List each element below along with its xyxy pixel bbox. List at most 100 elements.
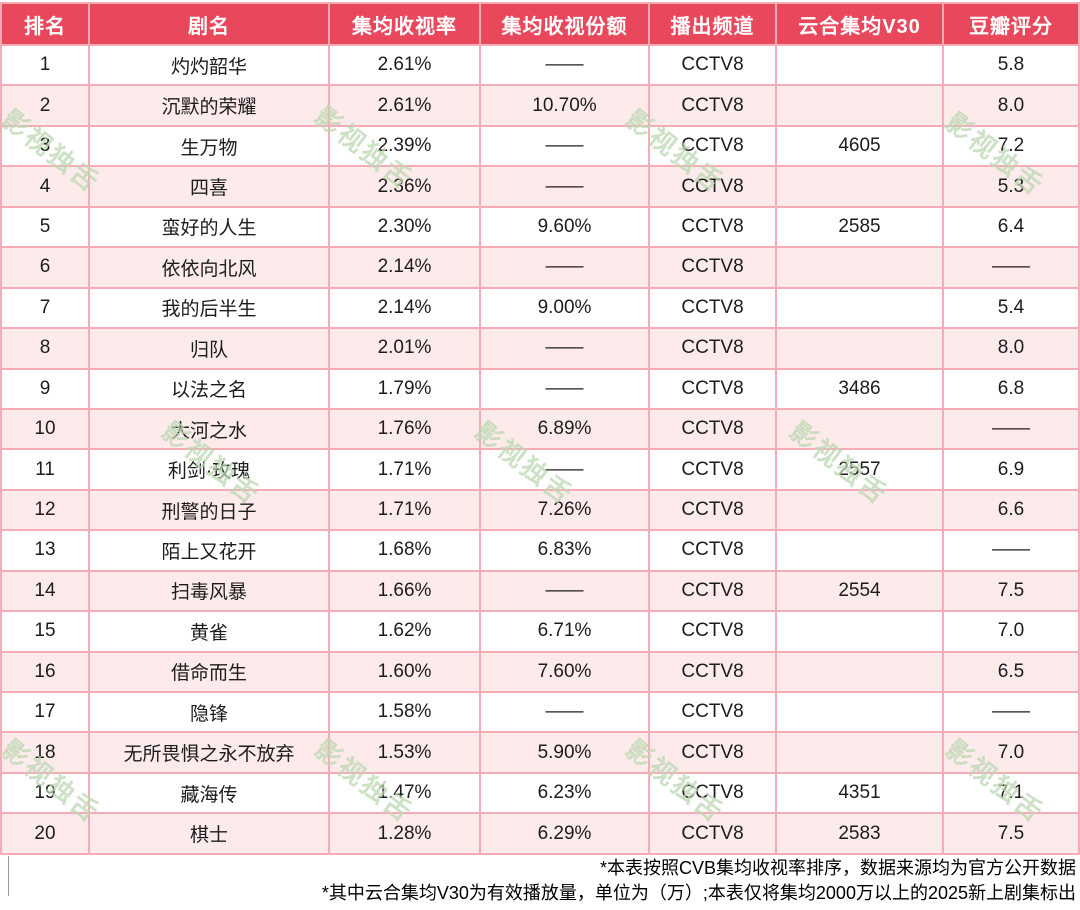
cell-rating: 1.62% — [330, 612, 479, 651]
cell-title: 依依向北风 — [90, 248, 328, 287]
cell-rating: 2.61% — [330, 86, 479, 125]
cell-rank: 6 — [2, 248, 88, 287]
cell-v30 — [777, 248, 942, 287]
cell-share: —— — [481, 46, 648, 85]
cell-v30 — [777, 86, 942, 125]
cell-rank: 13 — [2, 531, 88, 570]
cell-douban: 6.9 — [944, 450, 1078, 489]
cell-v30 — [777, 46, 942, 85]
cell-douban: 7.0 — [944, 612, 1078, 651]
cell-share: 7.60% — [481, 652, 648, 691]
cell-rating: 2.14% — [330, 248, 479, 287]
cell-v30: 4351 — [777, 773, 942, 813]
cell-rank: 11 — [2, 450, 88, 489]
cell-rating: 2.14% — [330, 288, 479, 328]
cell-rating: 1.66% — [330, 571, 479, 611]
cell-rank: 4 — [2, 167, 88, 206]
cell-rank: 9 — [2, 369, 88, 408]
cell-title: 蛮好的人生 — [90, 207, 328, 247]
footer-note-2: *其中云合集均V30为有效播放量，单位为（万）;本表仅将集均2000万以上的20… — [321, 883, 1076, 903]
column-header-title: 剧名 — [90, 4, 328, 44]
cell-douban: —— — [944, 693, 1078, 732]
cell-title: 借命而生 — [90, 652, 328, 691]
cell-title: 灼灼韶华 — [90, 46, 328, 85]
cell-v30: 2583 — [777, 814, 942, 853]
cell-title: 沉默的荣耀 — [90, 86, 328, 125]
cell-rating: 1.71% — [330, 490, 479, 530]
cell-v30: 2557 — [777, 450, 942, 489]
cell-rank: 12 — [2, 490, 88, 530]
cell-share: —— — [481, 450, 648, 489]
cell-title: 刑警的日子 — [90, 490, 328, 530]
cell-v30 — [777, 733, 942, 772]
cell-title: 生万物 — [90, 126, 328, 166]
cell-channel: CCTV8 — [650, 167, 775, 206]
cell-douban: —— — [944, 409, 1078, 449]
cell-channel: CCTV8 — [650, 329, 775, 368]
cell-v30: 4605 — [777, 126, 942, 166]
cell-rank: 20 — [2, 814, 88, 853]
cell-rank: 5 — [2, 207, 88, 247]
cell-rating: 1.58% — [330, 693, 479, 732]
cell-rating: 1.68% — [330, 531, 479, 570]
cell-rank: 14 — [2, 571, 88, 611]
cell-v30 — [777, 167, 942, 206]
cell-title: 归队 — [90, 329, 328, 368]
grid-line-artifact — [8, 856, 9, 896]
cell-share: —— — [481, 167, 648, 206]
cell-v30 — [777, 329, 942, 368]
cell-title: 无所畏惧之永不放弃 — [90, 733, 328, 772]
cell-share: 7.26% — [481, 490, 648, 530]
cell-rating: 1.53% — [330, 733, 479, 772]
cell-douban: 8.0 — [944, 86, 1078, 125]
cell-v30 — [777, 652, 942, 691]
cell-v30 — [777, 531, 942, 570]
cell-douban: 7.2 — [944, 126, 1078, 166]
cell-share: —— — [481, 369, 648, 408]
cell-title: 隐锋 — [90, 693, 328, 732]
cell-douban: 7.0 — [944, 733, 1078, 772]
column-header-share: 集均收视份额 — [481, 4, 648, 44]
cell-rank: 8 — [2, 329, 88, 368]
cell-title: 利剑·玫瑰 — [90, 450, 328, 489]
cell-rating: 1.28% — [330, 814, 479, 853]
cell-v30: 3486 — [777, 369, 942, 408]
cell-channel: CCTV8 — [650, 409, 775, 449]
cell-channel: CCTV8 — [650, 288, 775, 328]
cell-rating: 2.61% — [330, 46, 479, 85]
footer-note-1: *本表按照CVB集均收视率排序，数据来源均为官方公开数据 — [599, 858, 1076, 878]
cell-channel: CCTV8 — [650, 126, 775, 166]
cell-share: 5.90% — [481, 733, 648, 772]
cell-rating: 2.36% — [330, 167, 479, 206]
cell-v30: 2554 — [777, 571, 942, 611]
cell-channel: CCTV8 — [650, 531, 775, 570]
cell-v30 — [777, 612, 942, 651]
cell-douban: 7.5 — [944, 571, 1078, 611]
cell-share: 9.60% — [481, 207, 648, 247]
cell-title: 藏海传 — [90, 773, 328, 813]
cell-share: —— — [481, 693, 648, 732]
cell-title: 四喜 — [90, 167, 328, 206]
cell-share: 6.71% — [481, 612, 648, 651]
column-header-v30: 云合集均V30 — [777, 4, 942, 44]
cell-douban: 7.5 — [944, 814, 1078, 853]
cell-share: —— — [481, 329, 648, 368]
cell-share: 6.23% — [481, 773, 648, 813]
cell-rank: 10 — [2, 409, 88, 449]
cell-channel: CCTV8 — [650, 450, 775, 489]
cell-rating: 1.47% — [330, 773, 479, 813]
cell-douban: 8.0 — [944, 329, 1078, 368]
cell-share: 6.83% — [481, 531, 648, 570]
cell-channel: CCTV8 — [650, 248, 775, 287]
footer-notes: *本表按照CVB集均收视率排序，数据来源均为官方公开数据 *其中云合集均V30为… — [322, 856, 1076, 906]
cell-douban: 6.6 — [944, 490, 1078, 530]
cell-channel: CCTV8 — [650, 773, 775, 813]
cell-v30: 2585 — [777, 207, 942, 247]
cell-v30 — [777, 409, 942, 449]
cell-channel: CCTV8 — [650, 490, 775, 530]
cell-douban: 6.5 — [944, 652, 1078, 691]
cell-douban: 5.8 — [944, 46, 1078, 85]
cell-rank: 15 — [2, 612, 88, 651]
cell-channel: CCTV8 — [650, 86, 775, 125]
cell-title: 以法之名 — [90, 369, 328, 408]
